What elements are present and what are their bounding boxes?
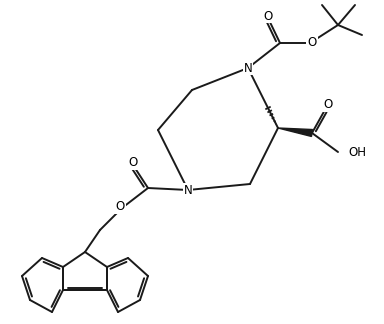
Text: OH: OH	[348, 146, 366, 159]
Text: O: O	[307, 37, 317, 50]
Text: N: N	[243, 62, 252, 75]
Text: N: N	[184, 183, 192, 196]
Text: O: O	[128, 156, 137, 169]
Text: O: O	[115, 201, 125, 214]
Text: O: O	[263, 9, 273, 22]
Polygon shape	[278, 128, 313, 136]
Text: O: O	[323, 98, 333, 111]
